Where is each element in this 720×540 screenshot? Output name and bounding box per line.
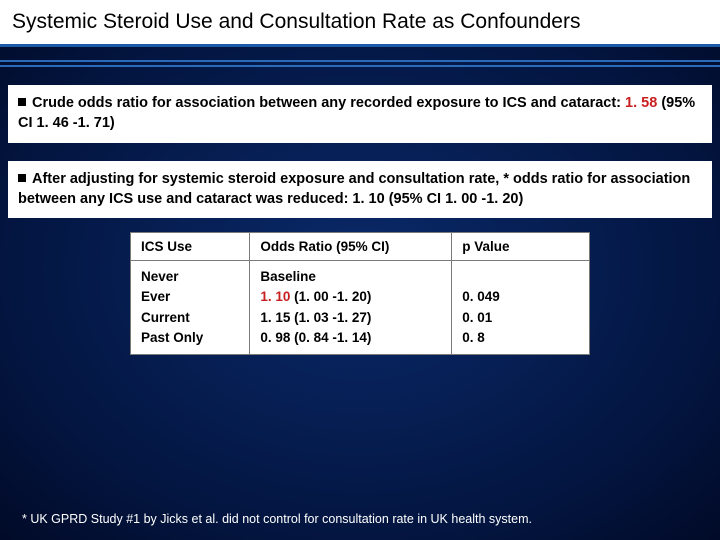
rule-line-2	[0, 65, 720, 67]
slide-title: Systemic Steroid Use and Consultation Ra…	[12, 10, 708, 34]
bullet-marker-icon	[18, 98, 26, 106]
cell-text: Past Only	[141, 328, 239, 348]
bullet-1: Crude odds ratio for association between…	[8, 85, 712, 143]
cell-p-value: 0. 049 0. 01 0. 8	[452, 261, 590, 355]
title-bar: Systemic Steroid Use and Consultation Ra…	[0, 0, 720, 47]
cell-text: Ever	[141, 287, 239, 307]
rule-line-1	[0, 60, 720, 62]
value-highlight: 1. 10	[260, 289, 290, 304]
bullet-marker-icon	[18, 174, 26, 182]
bullet-1-pre: Crude odds ratio for association between…	[32, 95, 625, 111]
cell-text: 0. 049	[462, 287, 579, 307]
odds-ratio-table: ICS Use Odds Ratio (95% CI) p Value Neve…	[130, 232, 590, 355]
cell-text: 0. 98 (0. 84 -1. 14)	[260, 328, 441, 348]
cell-text: 0. 01	[462, 308, 579, 328]
cell-text	[462, 267, 579, 287]
th-p-value: p Value	[452, 233, 590, 261]
cell-text: 1. 15 (1. 03 -1. 27)	[260, 308, 441, 328]
cell-text: 0. 8	[462, 328, 579, 348]
table-row: Never Ever Current Past Only Baseline 1.…	[131, 261, 590, 355]
data-table-wrap: ICS Use Odds Ratio (95% CI) p Value Neve…	[130, 232, 590, 355]
cell-text: Baseline	[260, 267, 441, 287]
value-rest: (1. 00 -1. 20)	[290, 289, 371, 304]
cell-text: Current	[141, 308, 239, 328]
cell-text: Never	[141, 267, 239, 287]
cell-text: 1. 10 (1. 00 -1. 20)	[260, 287, 441, 307]
th-ics-use: ICS Use	[131, 233, 250, 261]
cell-ics-use: Never Ever Current Past Only	[131, 261, 250, 355]
bullet-2: After adjusting for systemic steroid exp…	[8, 161, 712, 219]
bullet-2-text: After adjusting for systemic steroid exp…	[18, 171, 690, 207]
table-header-row: ICS Use Odds Ratio (95% CI) p Value	[131, 233, 590, 261]
footnote: * UK GPRD Study #1 by Jicks et al. did n…	[22, 512, 698, 526]
th-odds-ratio: Odds Ratio (95% CI)	[250, 233, 452, 261]
cell-odds-ratio: Baseline 1. 10 (1. 00 -1. 20) 1. 15 (1. …	[250, 261, 452, 355]
bullet-1-value: 1. 58	[625, 95, 657, 111]
